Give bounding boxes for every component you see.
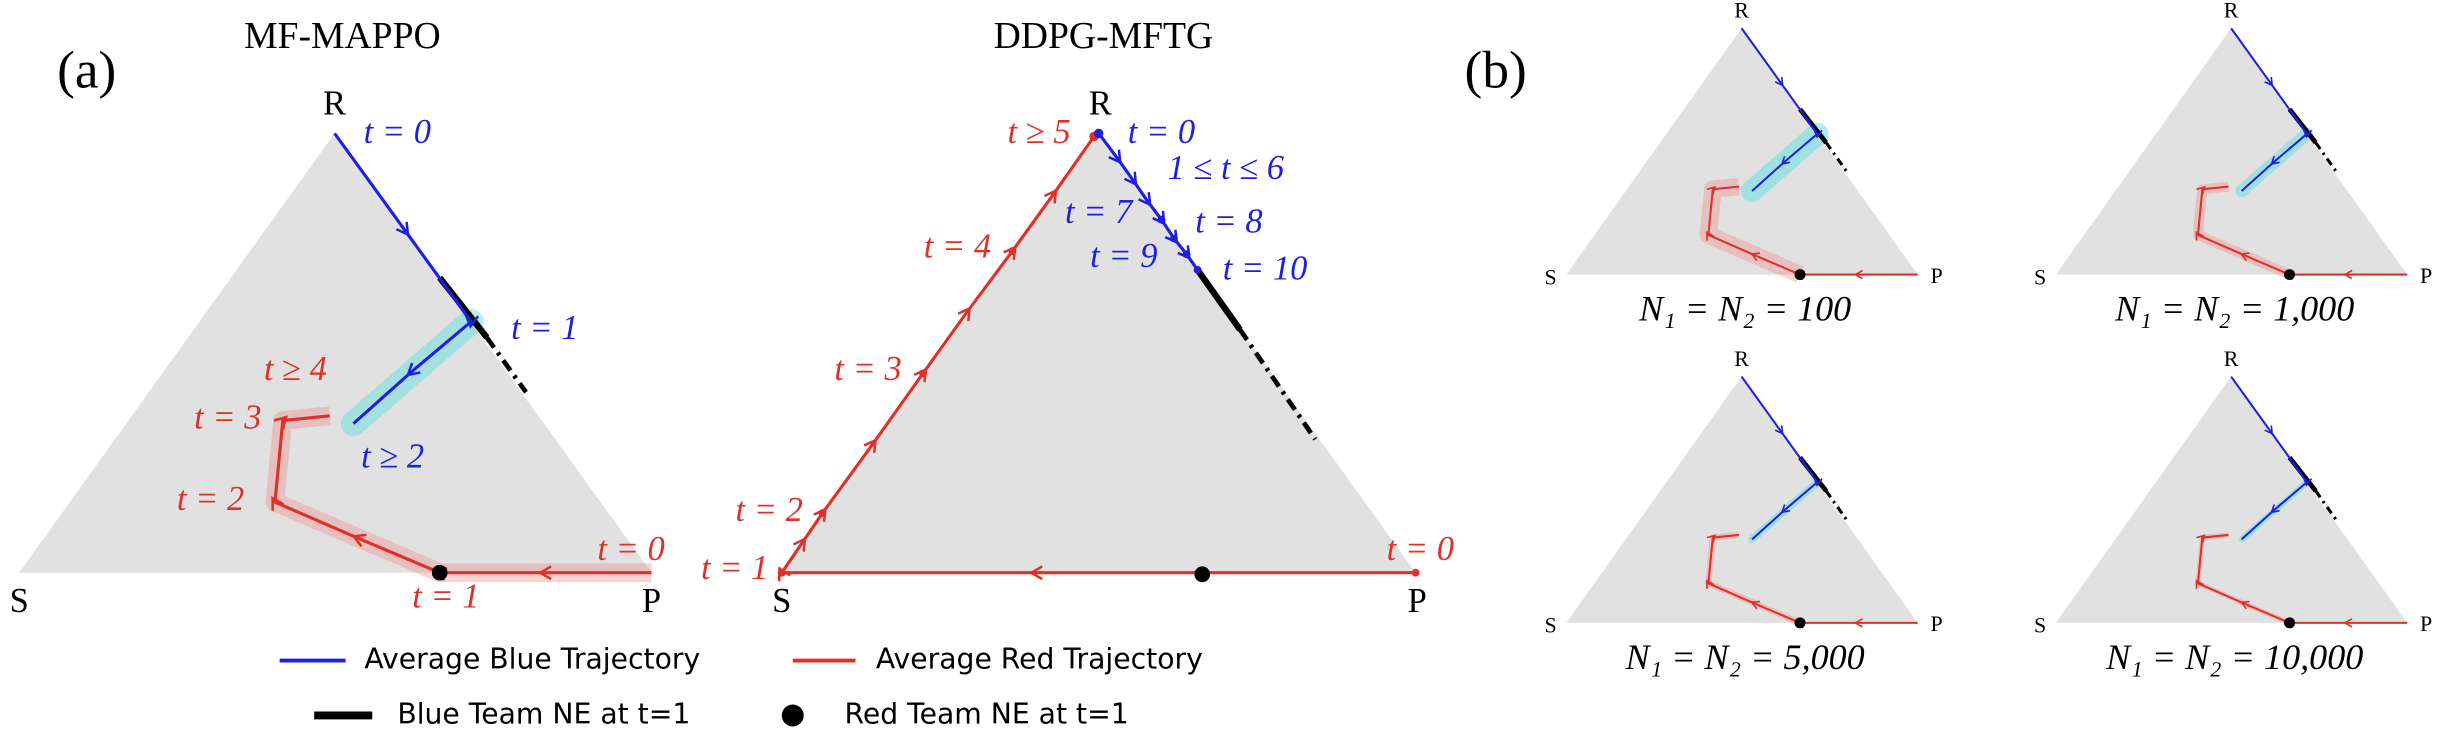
time-label: t = 2: [177, 480, 244, 518]
time-label: t = 1: [701, 549, 768, 587]
time-label: t = 4: [924, 227, 991, 265]
red-ne: [1794, 269, 1806, 281]
simplex: [1566, 28, 1918, 275]
vertex-label: P: [642, 582, 661, 620]
blue-trajectory: [1740, 27, 1823, 192]
vertex-label: S: [772, 582, 791, 620]
vertex-label: S: [2034, 613, 2046, 638]
red-trajectory: [2195, 533, 2408, 629]
legend-label: Red Team NE at t=1: [845, 697, 1129, 730]
time-label: t ≥ 4: [264, 350, 327, 388]
legend-label: Average Red Trajectory: [876, 643, 1203, 676]
legend-label: Blue Team NE at t=1: [397, 697, 690, 730]
ne-segment: [2314, 490, 2339, 523]
blue-trajectory: [1740, 375, 1823, 541]
red-trajectory: [1706, 533, 1918, 629]
plot-caption: N₁ = N₂ = 100: [1638, 289, 1851, 329]
vertex-label: R: [1089, 85, 1112, 123]
time-label: 1 ≤ t ≤ 6: [1168, 149, 1285, 187]
ne-segment: [1824, 141, 1850, 175]
time-label: t = 0: [364, 113, 431, 151]
vertex-label: P: [1930, 611, 1942, 636]
time-label: t ≥ 2: [361, 438, 424, 476]
plot-title: MF-MAPPO: [244, 15, 441, 57]
time-label: t = 2: [736, 491, 803, 529]
ne-segment: [484, 335, 528, 394]
vertex-label: S: [1544, 613, 1556, 638]
red-trajectory: [271, 414, 652, 582]
time-label: t = 0: [597, 530, 664, 568]
legend-label: Average Blue Trajectory: [364, 643, 700, 676]
panel-b: R S P N₁ = N₂ = 100 R S P N₁ = N₂ = 1,000 R S P N₁ …: [1544, 0, 2432, 677]
vertex-label: R: [323, 85, 346, 123]
vertex-label: S: [10, 582, 29, 620]
panel-label: (b): [1465, 40, 1527, 100]
red-ne: [1794, 617, 1806, 629]
time-label: t = 1: [511, 309, 578, 347]
simplex: [19, 133, 652, 573]
vertex-label: P: [2420, 611, 2432, 636]
time-label: t = 8: [1195, 202, 1262, 240]
ne-segment: [2314, 141, 2339, 175]
blue-trajectory: [2230, 27, 2313, 192]
red-trajectory: [2195, 185, 2408, 281]
plot-caption: N₁ = N₂ = 1,000: [2114, 289, 2354, 329]
legend-swatch: [781, 704, 804, 727]
time-label: t = 0: [1387, 530, 1454, 568]
plot-caption: N₁ = N₂ = 10,000: [2105, 637, 2363, 677]
ne-segment: [1824, 490, 1850, 523]
simplex: [2055, 376, 2408, 623]
simplex: [1566, 376, 1918, 623]
time-label: t = 10: [1223, 249, 1308, 287]
vertex-label: P: [1408, 582, 1427, 620]
vertex-label: P: [2420, 263, 2432, 288]
vertex-label: P: [1930, 263, 1942, 288]
time-label: t ≥ 5: [1008, 113, 1071, 151]
red-ne: [1194, 566, 1211, 583]
plot-caption: N₁ = N₂ = 5,000: [1625, 637, 1865, 677]
legend: Average Blue Trajectory Average Red Traj…: [279, 643, 1203, 730]
red-points: [777, 131, 1420, 577]
plot-title: DDPG-MFTG: [994, 15, 1214, 57]
vertex-label: R: [1734, 0, 1749, 23]
time-label: t = 1: [412, 577, 479, 615]
time-label: t = 3: [194, 398, 261, 436]
blue-trajectory: [2230, 375, 2313, 541]
time-label: t = 7: [1065, 193, 1134, 231]
panel-label: (a): [57, 40, 116, 100]
blue-points: [1093, 128, 1202, 274]
blue-trajectory: [333, 132, 480, 425]
red-ne: [2284, 269, 2296, 281]
simplex: [2055, 28, 2408, 275]
ne-segment: [1237, 328, 1318, 441]
time-label: t = 0: [1128, 113, 1195, 151]
vertex-label: R: [1734, 346, 1749, 371]
time-label: t = 9: [1090, 237, 1157, 275]
red-ne: [431, 564, 448, 581]
red-trajectory: [777, 135, 1416, 582]
vertex-label: S: [2034, 264, 2046, 289]
vertex-label: R: [2224, 0, 2239, 23]
vertex-label: R: [2224, 346, 2239, 371]
time-label: t = 3: [834, 350, 901, 388]
red-trajectory: [1706, 185, 1918, 281]
red-ne: [2284, 617, 2296, 629]
vertex-label: S: [1544, 264, 1556, 289]
ne-segment: [1194, 268, 1243, 332]
